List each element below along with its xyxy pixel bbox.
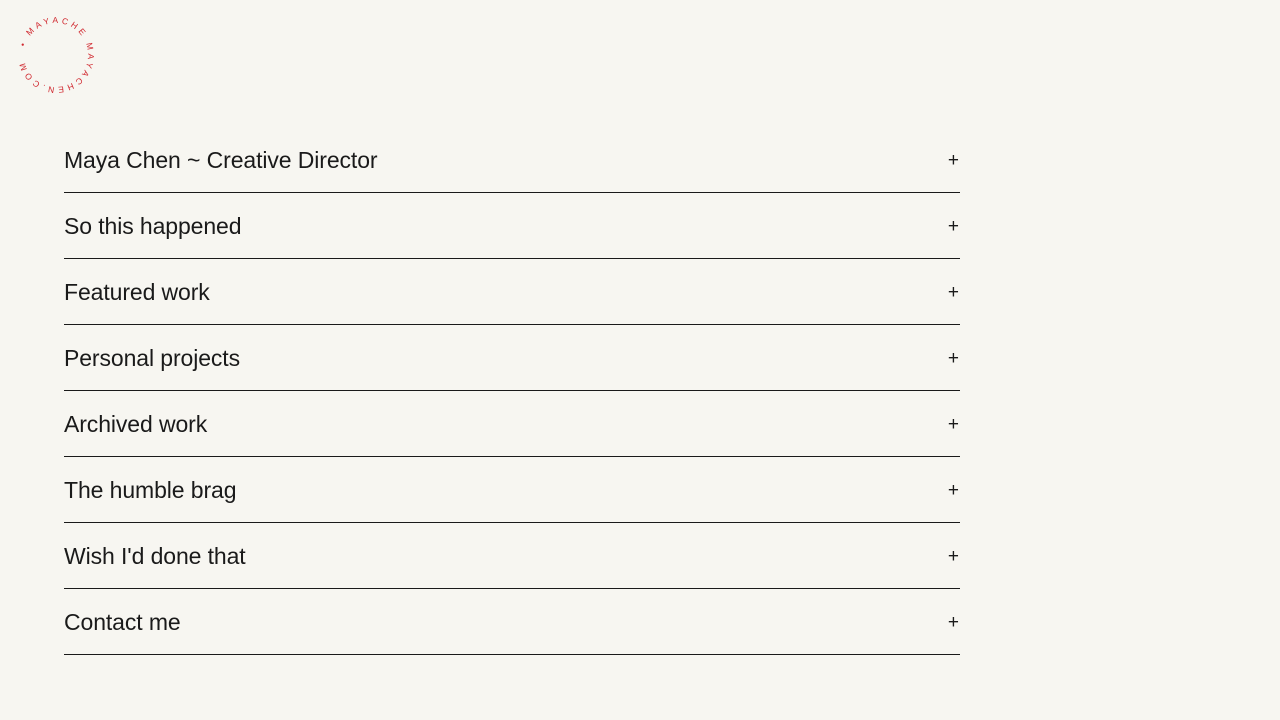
plus-icon[interactable]: +: [947, 281, 959, 303]
accordion-item-label: Wish I'd done that: [64, 543, 246, 569]
accordion-item-label: So this happened: [64, 213, 242, 239]
accordion-item-label: Featured work: [64, 279, 210, 305]
accordion-item[interactable]: So this happened +: [64, 193, 960, 259]
accordion-item-label: Maya Chen ~ Creative Director: [64, 147, 378, 173]
accordion-item-label: The humble brag: [64, 477, 237, 503]
plus-icon[interactable]: +: [947, 215, 959, 237]
accordion-item[interactable]: Contact me +: [64, 589, 960, 655]
accordion-item-label: Contact me: [64, 609, 181, 635]
circular-logo: • MAYACHE MAYACHEN.COM: [16, 15, 96, 95]
accordion-item[interactable]: Personal projects +: [64, 325, 960, 391]
site-logo[interactable]: • MAYACHE MAYACHEN.COM: [14, 13, 98, 97]
accordion-item-label: Archived work: [64, 411, 208, 437]
accordion-item[interactable]: Archived work +: [64, 391, 960, 457]
accordion-item[interactable]: The humble brag +: [64, 457, 960, 523]
logo-text: • MAYACHE MAYACHEN.COM: [16, 15, 93, 95]
plus-icon[interactable]: +: [947, 545, 959, 567]
accordion-item[interactable]: Wish I'd done that +: [64, 523, 960, 589]
plus-icon[interactable]: +: [947, 611, 959, 633]
plus-icon[interactable]: +: [947, 413, 959, 435]
plus-icon[interactable]: +: [947, 347, 959, 369]
plus-icon[interactable]: +: [947, 149, 959, 171]
accordion-item[interactable]: Maya Chen ~ Creative Director +: [64, 127, 960, 193]
plus-icon[interactable]: +: [947, 479, 959, 501]
accordion-item-label: Personal projects: [64, 345, 240, 371]
accordion-list: Maya Chen ~ Creative Director + So this ha…: [64, 127, 960, 655]
accordion-item[interactable]: Featured work +: [64, 259, 960, 325]
svg-text:• MAYACHE MAYACHEN.COM: • MAYACHE MAYACHEN.COM: [16, 15, 96, 95]
